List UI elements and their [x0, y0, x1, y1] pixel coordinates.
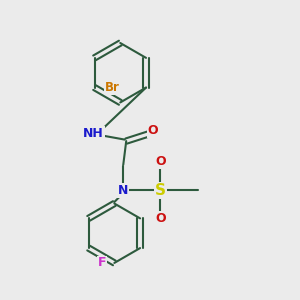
Text: NH: NH [83, 127, 104, 140]
Text: O: O [155, 212, 166, 225]
Text: S: S [155, 183, 166, 198]
Text: Br: Br [105, 81, 120, 94]
Text: N: N [118, 184, 128, 196]
Text: O: O [155, 155, 166, 168]
Text: O: O [148, 124, 158, 137]
Text: F: F [98, 256, 106, 269]
